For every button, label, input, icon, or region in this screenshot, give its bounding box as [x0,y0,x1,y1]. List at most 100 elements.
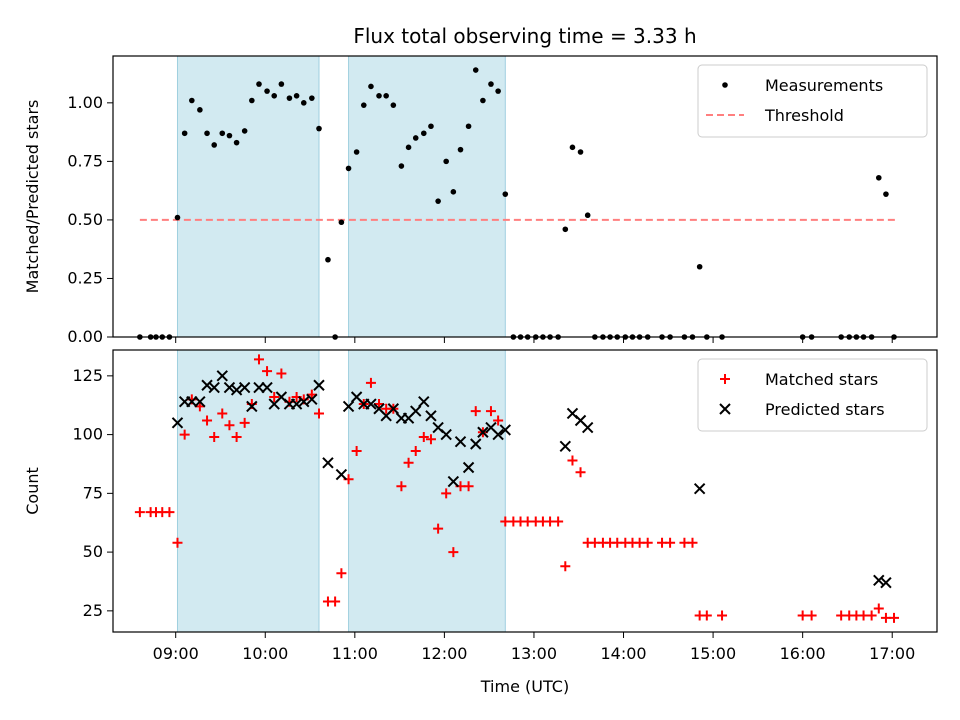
measurement-point [249,97,255,104]
predicted-star-points [171,370,892,589]
ratio-legend: Measurements Threshold [697,64,928,138]
matched-star-point [873,603,884,614]
matched-star-point [665,537,676,548]
measurement-point [345,165,352,172]
y-tick-label: 125 [72,366,103,385]
y-tick-label: 0.25 [67,268,103,287]
x-tick-label: 11:00 [332,644,378,663]
predicted-star-point [223,381,236,394]
x-tick-label: 09:00 [153,644,199,663]
measurement-point [502,191,509,197]
predicted-star-point [410,405,422,417]
matched-star-point [202,415,213,426]
predicted-star-point [313,379,325,391]
legend-measurement-swatch [722,82,728,88]
matched-star-point [701,610,712,621]
measurement-point [204,130,210,137]
y-tick-label: 0.50 [67,210,103,229]
measurement-point [300,100,307,106]
predicted-star-point [261,381,273,394]
measurement-point [577,149,584,155]
predicted-star-point [880,576,892,589]
count-legend: Matched stars Predicted stars [697,358,928,432]
measurement-point [256,81,262,87]
predicted-star-point [693,482,706,495]
matched-star-point [396,481,407,492]
matched-star-point [575,467,586,478]
measurement-point [457,146,464,153]
measurement-point [360,102,367,108]
legend-box [697,64,928,138]
measurement-point [398,163,405,169]
matched-star-point [314,408,324,419]
measurement-point [420,130,427,137]
count-plot-frame [112,349,938,633]
predicted-star-point [470,438,482,450]
matched-star-point [797,610,808,621]
x-tick-label: 14:00 [600,644,646,663]
matched-star-point [470,406,481,417]
matched-star-point [866,610,877,621]
matched-star-point [269,392,280,402]
matched-star-point [806,610,817,621]
measurement-point [368,83,374,90]
legend-entry: Measurements [765,76,883,95]
matched-star-point [463,481,474,492]
measurement-point [278,81,285,87]
matched-star-point [253,354,264,365]
chart-title: Flux total observing time = 3.33 h [353,24,696,48]
matched-star-point [717,610,728,621]
measurement-point [472,67,479,73]
matched-star-point [224,420,235,431]
predicted-star-point [171,417,184,429]
x-tick-label: 13:00 [511,644,557,663]
predicted-star-point [216,370,228,382]
predicted-star-point [581,421,594,434]
matched-star-point [164,507,175,518]
legend-entry: Threshold [764,106,844,125]
measurement-point [562,226,569,233]
predicted-star-point [238,381,251,394]
predicted-star-point [201,379,213,391]
matched-star-point [567,455,578,466]
predicted-star-point [462,461,475,474]
ratio-y-axis: 0.00 0.25 0.50 0.75 1.00 [67,93,113,346]
measurement-point [309,95,315,101]
measurement-point [696,263,703,270]
y-tick-label: 100 [72,425,103,444]
matched-star-point [217,408,228,419]
predicted-star-point [298,395,310,408]
measurement-point [875,174,882,181]
measurement-point [271,93,278,99]
measurement-point [443,158,449,165]
measurement-point [480,97,486,104]
measurement-point [584,212,591,219]
observing-window [176,55,320,338]
measurement-point [412,135,419,141]
measurement-point [488,81,494,87]
measurement-point [495,88,501,94]
measurement-point [353,149,360,155]
measurement-point [241,128,248,134]
matched-star-point [485,406,496,417]
measurement-point [174,214,181,221]
predicted-star-point [425,410,437,422]
x-axis-label: Time (UTC) [480,677,569,696]
legend-box [697,358,928,432]
legend-entry: Predicted stars [765,400,885,419]
predicted-star-point [230,384,243,396]
legend-entry: Matched stars [765,370,878,389]
matched-star-point [560,561,571,572]
predicted-star-point [306,393,318,406]
measurement-point [226,132,233,139]
measurement-point [325,256,331,263]
observing-window-shading [176,349,506,633]
measurement-point [219,130,226,137]
measurement-point [883,191,889,197]
matched-star-point [553,516,564,527]
measurement-point [390,102,397,108]
matched-star-point [276,368,287,379]
x-tick-label: 16:00 [780,644,826,663]
predicted-star-point [559,440,572,453]
